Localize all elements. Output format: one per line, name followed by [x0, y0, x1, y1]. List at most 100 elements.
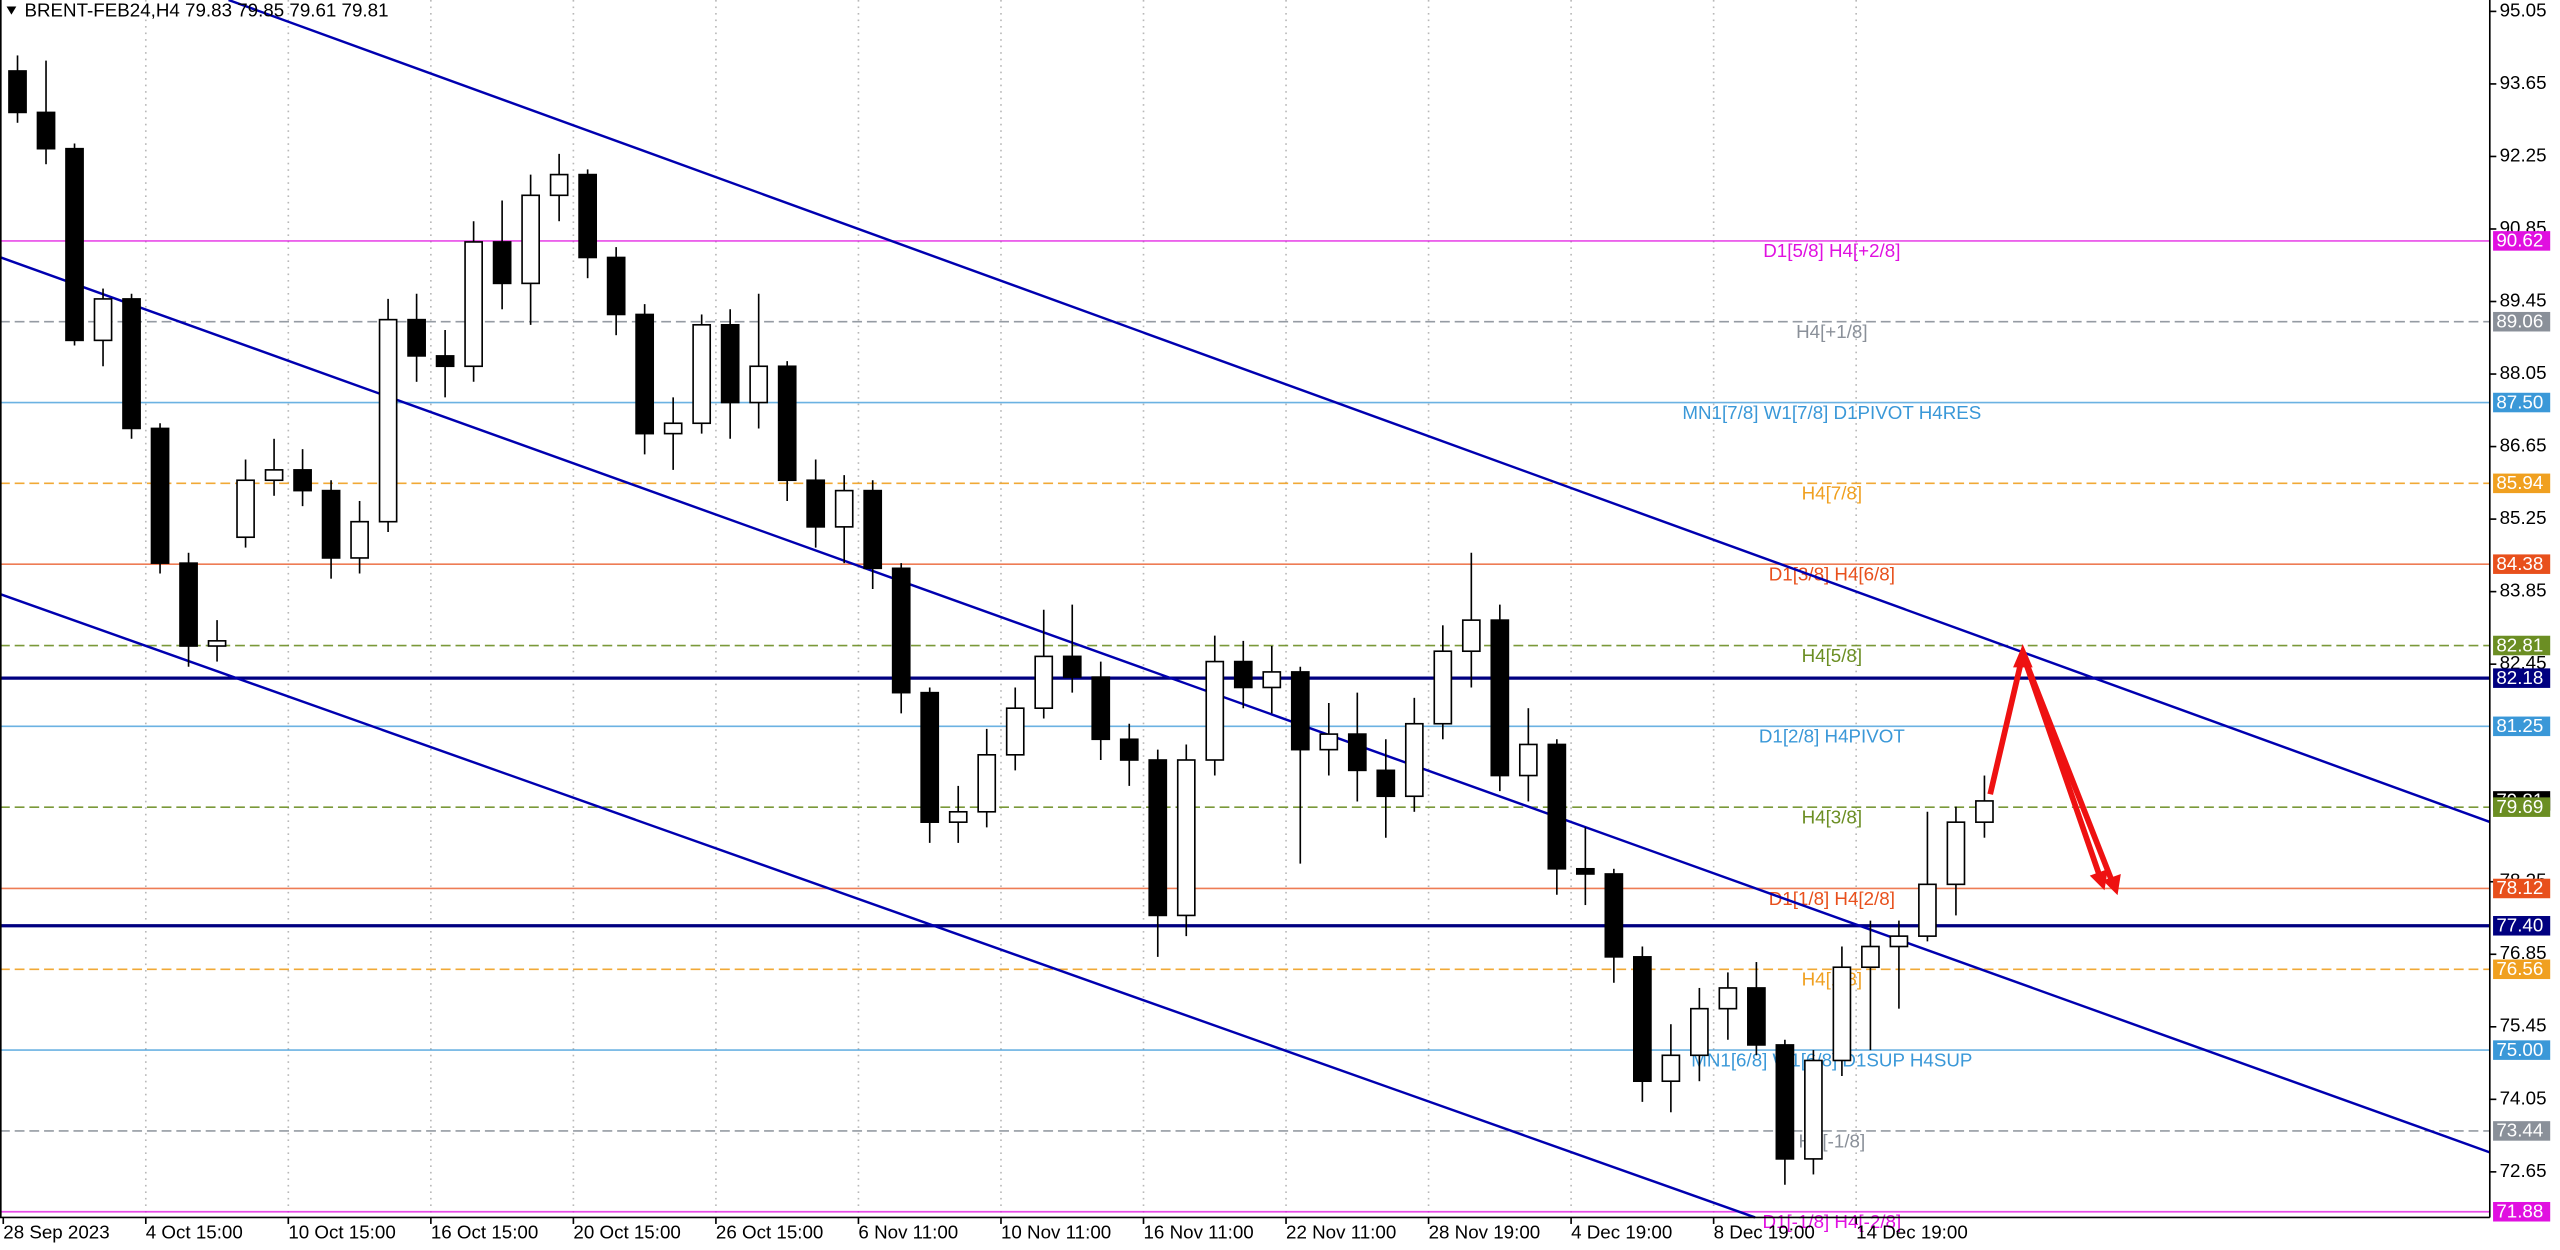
y-tick-label: 95.05: [2500, 0, 2547, 20]
candle-body: [806, 479, 826, 528]
arrow: [2020, 653, 2117, 889]
level-price-label: 77.40: [2496, 915, 2543, 936]
levels: D1[5/8] H4[+2/8] H4[+1/8] MN1[7/8] W1[7/8]…: [0, 240, 2490, 1232]
candle-body: [407, 318, 426, 357]
candle-body: [1319, 733, 1339, 751]
level-price-label: 82.81: [2496, 634, 2543, 655]
x-tick-label: 16 Oct 15:00: [431, 1222, 538, 1243]
y-tick-label: 88.05: [2500, 362, 2547, 383]
level-label: MN1[7/8] W1[7/8] D1PIVOT H4RES: [1682, 402, 1981, 423]
y-tick-label: 83.85: [2500, 580, 2547, 601]
level-label: D1[5/8] H4[+2/8]: [1763, 240, 1900, 261]
x-tick-label: 28 Nov 19:00: [1429, 1222, 1541, 1243]
level-price-tag: [2493, 392, 2551, 413]
candle-body: [150, 427, 170, 564]
candle-body: [378, 318, 398, 523]
candle-body: [179, 562, 198, 647]
candle-body: [1889, 935, 1909, 948]
x-tick-label: 4 Dec 19:00: [1571, 1222, 1672, 1243]
level-price-label: 89.06: [2496, 311, 2543, 332]
candle-body: [1347, 733, 1367, 772]
y-tick-label: 93.65: [2500, 72, 2547, 93]
level-price-label: 71.88: [2496, 1201, 2543, 1222]
candle-body: [1433, 650, 1453, 725]
level-label: D1[3/8] H4[6/8]: [1769, 564, 1895, 585]
menu-triangle: [6, 6, 17, 15]
candle-body: [1718, 987, 1738, 1010]
candle-body: [1747, 987, 1766, 1046]
y-tick-label: 74.05: [2500, 1087, 2547, 1108]
y-tick-label: 92.25: [2500, 144, 2547, 165]
channel-line: [0, 256, 2491, 1154]
level-price-tag: [2493, 1201, 2551, 1222]
candle-body: [1690, 1007, 1709, 1057]
level-price-tag: [2493, 1121, 2551, 1141]
level-label: MN1[6/8] W1[6/8] D1SUP H4SUP: [1691, 1049, 1972, 1070]
candle-body: [1832, 966, 1852, 1062]
candle-body: [948, 810, 968, 823]
candle-body: [1946, 821, 1966, 886]
candle-body: [1062, 655, 1082, 678]
candle-body: [1119, 738, 1139, 761]
level-label: H4[5/8]: [1802, 645, 1862, 666]
level-label: D1[-1/8] H4[-2/8]: [1762, 1211, 1901, 1232]
forecast-arrows: [1987, 644, 2121, 896]
candle-body: [8, 70, 27, 114]
x-tick-label: 26 Oct 15:00: [716, 1222, 823, 1243]
candle-body: [350, 520, 369, 559]
candle-body: [1632, 956, 1652, 1083]
level-label: H4[3/8]: [1802, 807, 1862, 828]
trend-lines: [0, 0, 2491, 1219]
level-label: D1[2/8] H4PIVOT: [1759, 726, 1906, 747]
candles: [8, 55, 1994, 1185]
level-price-label: 82.18: [2496, 667, 2543, 688]
level-price-tag: [2493, 959, 2551, 980]
level-price-tag: [2493, 231, 2551, 251]
candle-body: [492, 241, 512, 285]
x-tick-label: 10 Nov 11:00: [1001, 1222, 1111, 1243]
x-tick-label: 4 Oct 15:00: [146, 1222, 243, 1243]
candle-body: [635, 313, 655, 435]
level-price-label: 76.56: [2496, 958, 2543, 979]
x-tick-label: 28 Sep 2023: [3, 1222, 109, 1243]
level-label: H4[+1/8]: [1796, 321, 1867, 342]
level-price-label: 85.94: [2496, 472, 2543, 493]
candle-body: [606, 256, 626, 316]
candle-body: [1376, 769, 1396, 798]
level-label: D1[1/8] H4[2/8]: [1769, 888, 1895, 909]
y-tick-label: 72.65: [2500, 1160, 2547, 1181]
level-price-label: 78.12: [2496, 877, 2543, 898]
level-price-tag: [2493, 878, 2551, 899]
candle-body: [891, 567, 911, 694]
level-price-tag: [2493, 635, 2551, 656]
y-tick-label: 75.45: [2500, 1015, 2547, 1036]
candle-body: [435, 355, 455, 368]
candle-body: [1975, 800, 1994, 823]
candle-body: [1604, 873, 1624, 958]
candle-body: [93, 298, 113, 342]
candle-body: [549, 173, 569, 197]
y-tick-label: 89.45: [2500, 289, 2547, 310]
candle-body: [1918, 883, 1937, 937]
level-price-label: 75.00: [2496, 1039, 2543, 1060]
candle-body: [977, 754, 997, 813]
x-tick-label: 8 Dec 19:00: [1714, 1222, 1815, 1243]
candle-body: [321, 489, 341, 559]
level-price-label: 84.38: [2496, 553, 2543, 574]
level-price-tag: [2493, 311, 2551, 332]
x-tick-label: 10 Oct 15:00: [288, 1222, 395, 1243]
candle-body: [1233, 660, 1253, 689]
x-tick-label: 6 Nov 11:00: [858, 1222, 958, 1243]
y-tick-label: 86.65: [2500, 435, 2547, 456]
candle-body: [1804, 1059, 1823, 1160]
candle-body: [1034, 655, 1054, 710]
level-price-tag: [2493, 554, 2551, 574]
y-tick-label: 85.25: [2500, 507, 2547, 528]
arrow-head: [2013, 644, 2033, 668]
candle-body: [207, 640, 227, 647]
candle-body: [692, 324, 712, 425]
candle-body: [834, 489, 854, 528]
candle-body: [464, 241, 483, 368]
